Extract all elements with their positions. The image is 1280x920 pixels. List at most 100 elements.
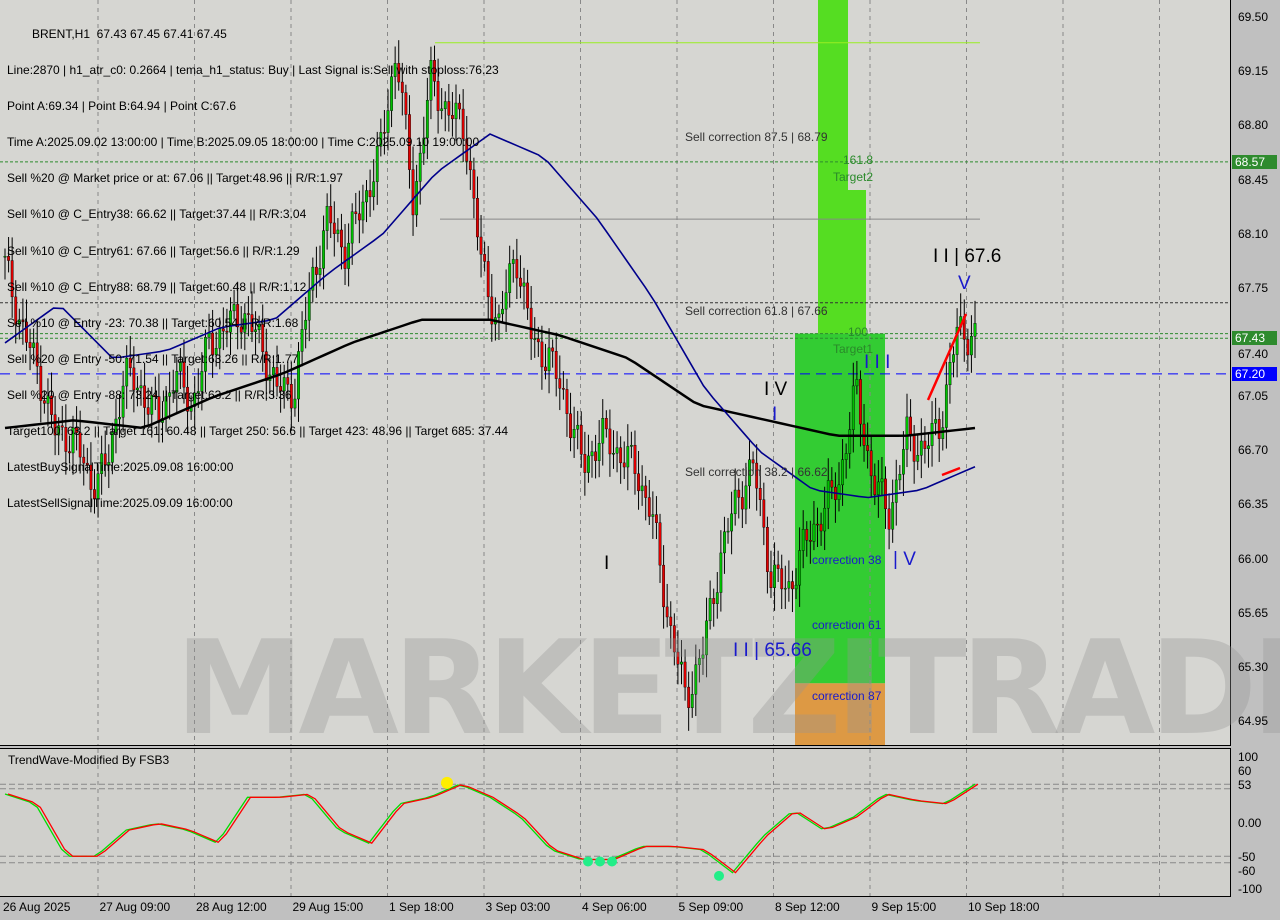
info-line: Point A:69.34 | Point B:64.94 | Point C:… [7,99,237,114]
info-line: Target100: 63.2 || Target 161: 60.48 || … [7,424,509,439]
point-c-label: I I | 67.6 [933,246,1002,267]
candle-body [501,308,504,315]
candle-body [443,101,447,110]
candle-body [415,181,419,216]
wave-i-label: I [772,404,778,425]
candle-body [229,310,232,333]
candle-body [75,427,78,433]
wave-trend-line [926,313,968,401]
candle-body [239,326,243,333]
price-tick: 67.05 [1238,389,1269,404]
candle-body [400,81,404,93]
candle-body [357,213,361,221]
candle-body [254,329,257,332]
candle-body [343,246,347,269]
candle-body [68,451,71,454]
candle-body [100,453,104,474]
candle-body [619,447,623,464]
candle-body [7,256,10,261]
candle-body [186,386,189,412]
candle-body [436,81,440,111]
candle-body [808,540,812,542]
candle-body [447,101,451,116]
candle-body [515,259,519,279]
candle-body [279,386,283,392]
candle-body [32,342,36,348]
candle-body [318,268,322,275]
time-tick: 29 Aug 15:00 [292,900,364,914]
candle-body [78,432,82,458]
candle-body [236,304,240,328]
candle-body [375,146,379,182]
candle-body [905,416,909,450]
slow-moving-average [4,318,976,438]
candle-body [615,447,619,454]
candle-body [136,387,139,391]
price-tick: 69.50 [1238,10,1269,24]
candle-body [851,385,855,430]
candle-body [887,508,891,530]
candle-body [85,462,89,466]
time-tick: 27 Aug 09:00 [99,900,171,914]
signal-dot [441,776,453,789]
candle-body [379,132,383,147]
candle-body [794,584,798,590]
candle-body [873,475,877,495]
candle-body [544,366,547,372]
price-tag-67-43: 67.43 [1232,331,1277,345]
candle-body [629,444,633,447]
candle-body [71,427,75,454]
candle-body [855,379,859,387]
candle-body [64,427,68,452]
info-line: LatestBuySignalTime:2025.09.08 16:00:00 [7,460,234,475]
candle-body [171,392,175,394]
candle-body [816,523,819,526]
info-panel: BRENT,H1 67.43 67.45 67.41 67.45 Line:28… [7,4,508,533]
price-chart[interactable]: MARKETZITRADE BRENT,H1 67.43 67.45 67.41… [0,0,1280,764]
candle-body [214,348,218,355]
candle-body [522,282,526,287]
candle-body [637,473,640,492]
info-line: Sell %10 @ C_Entry88: 68.79 || Target:60… [7,279,307,294]
candle-body [540,341,544,368]
candle-body [365,190,368,203]
candle-body [232,304,236,312]
candle-body [340,229,343,248]
time-tick: 1 Sep 18:00 [389,900,454,914]
candle-body [701,654,705,659]
candle-body [844,453,848,460]
candle-body [944,384,948,428]
info-line: Sell %20 @ Entry -88: 73.24 || Target:63… [7,387,292,402]
candle-body [257,324,261,331]
candle-body [626,446,630,468]
candle-body [89,464,93,490]
candle-body [719,552,723,593]
candle-body [39,366,43,401]
time-tick: 4 Sep 06:00 [582,900,647,914]
candle-body [694,664,698,695]
candle-body [332,222,336,234]
candle-body [683,661,687,688]
candle-body [601,418,605,444]
candle-body [773,564,776,588]
candle-body [708,598,712,622]
price-tag-68-57: 68.57 [1232,155,1277,169]
point-b-label: I I | 65.66 [733,640,812,661]
time-tick: 26 Aug 2025 [3,900,71,914]
candle-body [297,351,300,400]
indicator-panel[interactable]: TrendWave-Modified By FSB3 [0,748,1231,897]
candle-body [286,377,290,385]
candle-body [425,100,429,139]
candle-body [697,658,701,665]
candle-body [118,417,121,420]
oscillator-line-red [7,783,979,874]
candle-body [898,473,902,481]
candle-body [311,266,315,291]
candle-body [315,266,318,275]
candle-body [970,336,973,356]
candle-body [468,160,472,171]
target1-label: Target1 [833,342,874,356]
candle-body [57,425,61,436]
candle-body [687,686,691,708]
candle-body [121,385,125,418]
